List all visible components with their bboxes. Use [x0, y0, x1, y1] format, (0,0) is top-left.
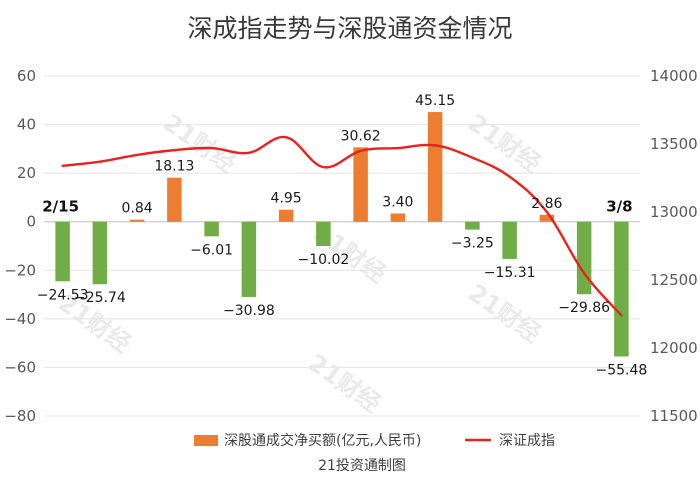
- data-label: 2.86: [531, 196, 562, 212]
- bar: [92, 221, 108, 285]
- legend-bar-swatch: [194, 435, 218, 446]
- bar: [390, 213, 406, 222]
- data-label: 18.13: [154, 159, 194, 175]
- bar: [539, 214, 555, 222]
- left-tick-label: −20: [4, 261, 36, 279]
- bar: [55, 221, 70, 282]
- data-label: 0.84: [122, 201, 153, 217]
- bar: [316, 221, 331, 247]
- left-tick-label: −40: [4, 310, 36, 328]
- watermark-4: 21财经: [463, 279, 546, 349]
- left-tick-label: 0: [26, 213, 36, 231]
- right-tick-label: 11500: [650, 407, 698, 425]
- left-tick-label: 60: [17, 67, 36, 85]
- bar: [129, 219, 145, 222]
- right-tick-label: 12000: [650, 339, 698, 357]
- chart-title: 深成指走势与深股通资金情况: [187, 14, 512, 43]
- data-label: −30.98: [223, 303, 275, 319]
- data-label: −25.74: [74, 290, 126, 306]
- bar: [576, 221, 592, 295]
- bar: [167, 177, 182, 222]
- right-tick-label: 13500: [650, 135, 698, 153]
- data-label: −24.53: [37, 287, 89, 303]
- data-label: 3.40: [382, 194, 413, 210]
- left-tick-label: −80: [4, 407, 36, 425]
- watermark-1: 21财经: [463, 109, 546, 179]
- data-label: −29.86: [558, 300, 610, 316]
- watermark-5: 21财经: [303, 349, 386, 419]
- category-label: 3/8: [606, 198, 632, 216]
- bar-series: [55, 112, 629, 357]
- bar: [204, 221, 219, 237]
- right-tick-label: 12500: [650, 271, 698, 289]
- legend: 深股通成交净买额(亿元,人民币) 深证成指: [194, 432, 555, 449]
- left-axis: 60 40 20 0 −20 −40 −60 −80: [4, 67, 36, 425]
- right-tick-label: 13000: [650, 203, 698, 221]
- data-label: −55.48: [595, 362, 647, 378]
- left-tick-label: 20: [17, 164, 36, 182]
- chart-credit: 21投资通制图: [318, 458, 406, 474]
- right-axis: 14000 13500 13000 12500 12000 11500: [650, 67, 698, 425]
- left-tick-label: 40: [17, 116, 36, 134]
- data-label: −15.31: [484, 265, 536, 281]
- bar: [353, 147, 368, 222]
- data-label: −3.25: [451, 236, 494, 252]
- bar: [502, 221, 517, 259]
- date-labels: 2/15 3/8: [42, 198, 632, 216]
- legend-bar-label: 深股通成交净买额(亿元,人民币): [224, 432, 421, 449]
- line-series: [61, 135, 623, 317]
- data-label: −6.01: [190, 242, 233, 258]
- data-label: 30.62: [341, 128, 381, 144]
- value-labels: −24.53−25.74 0.84 18.13 −6.01 −30.98 4.95 −10.…: [37, 93, 648, 378]
- right-tick-label: 14000: [650, 67, 698, 85]
- data-label: −10.02: [297, 252, 349, 268]
- category-label: 2/15: [42, 198, 79, 216]
- bar: [465, 221, 480, 230]
- legend-line-label: 深证成指: [499, 433, 555, 449]
- bar: [241, 221, 257, 297]
- bar: [614, 221, 629, 357]
- bar: [278, 209, 294, 222]
- bar: [427, 112, 443, 222]
- left-tick-label: −60: [4, 358, 36, 376]
- data-label: 4.95: [271, 191, 302, 207]
- data-label: 45.15: [415, 93, 455, 109]
